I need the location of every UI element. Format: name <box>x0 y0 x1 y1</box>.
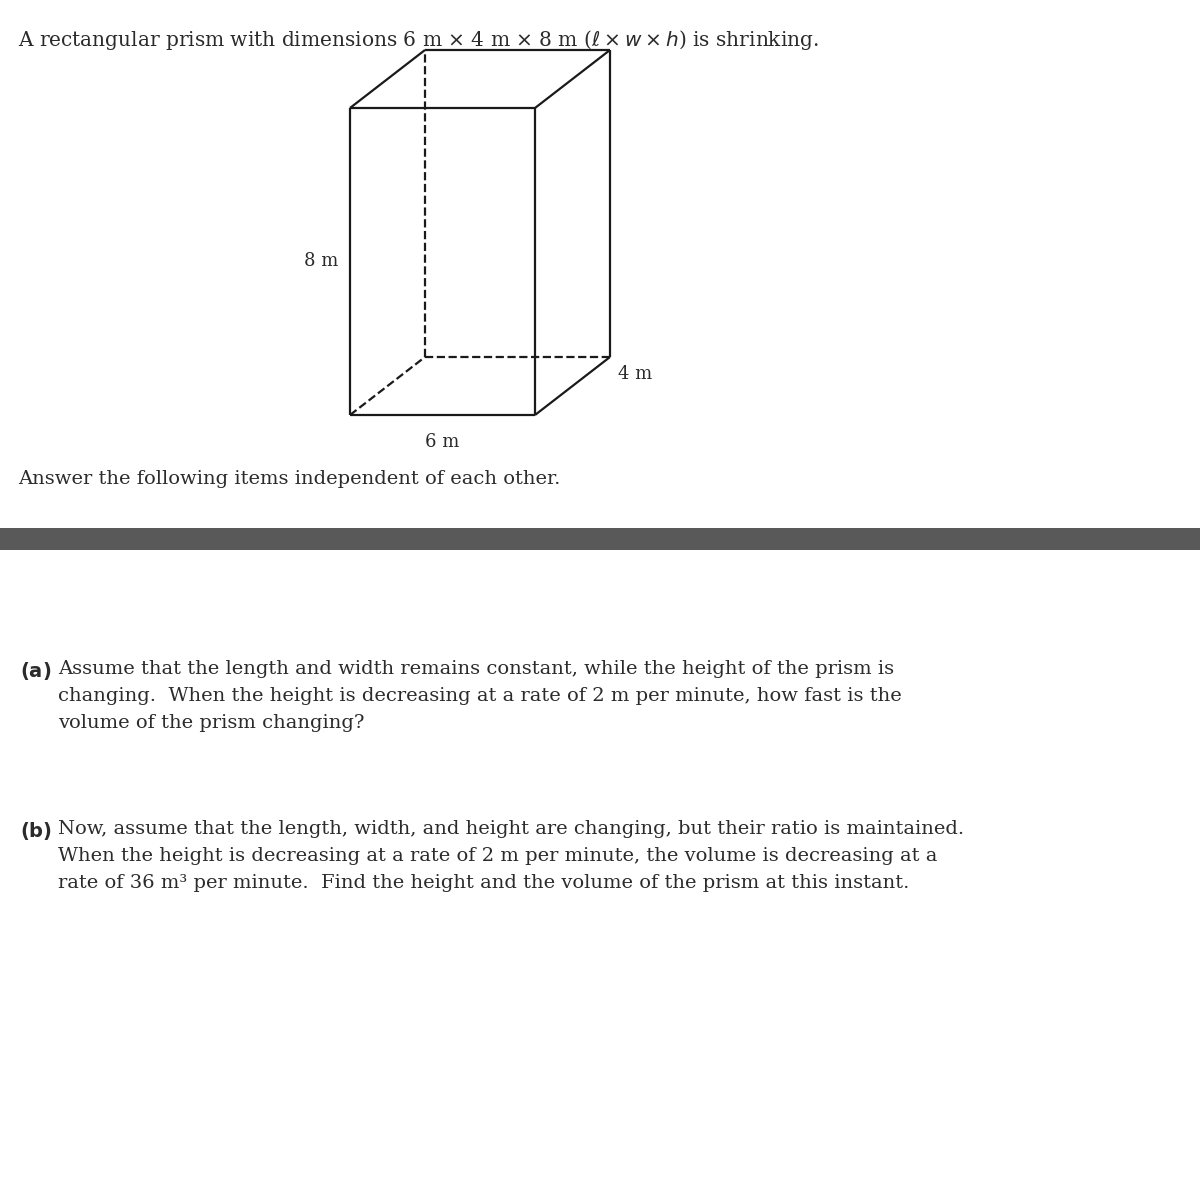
Text: Assume that the length and width remains constant, while the height of the prism: Assume that the length and width remains… <box>58 660 901 733</box>
Text: Now, assume that the length, width, and height are changing, but their ratio is : Now, assume that the length, width, and … <box>58 820 964 892</box>
Text: $\bf{(b)}$: $\bf{(b)}$ <box>20 820 52 842</box>
Text: Answer the following items independent of each other.: Answer the following items independent o… <box>18 470 560 488</box>
Text: A rectangular prism with dimensions 6 m $\times$ 4 m $\times$ 8 m ($\ell \times : A rectangular prism with dimensions 6 m … <box>18 27 818 52</box>
Bar <box>0 528 1200 550</box>
Text: $\bf{(a)}$: $\bf{(a)}$ <box>20 660 52 682</box>
Text: 4 m: 4 m <box>618 365 653 383</box>
Text: 8 m: 8 m <box>304 253 338 271</box>
Text: 6 m: 6 m <box>425 433 460 451</box>
